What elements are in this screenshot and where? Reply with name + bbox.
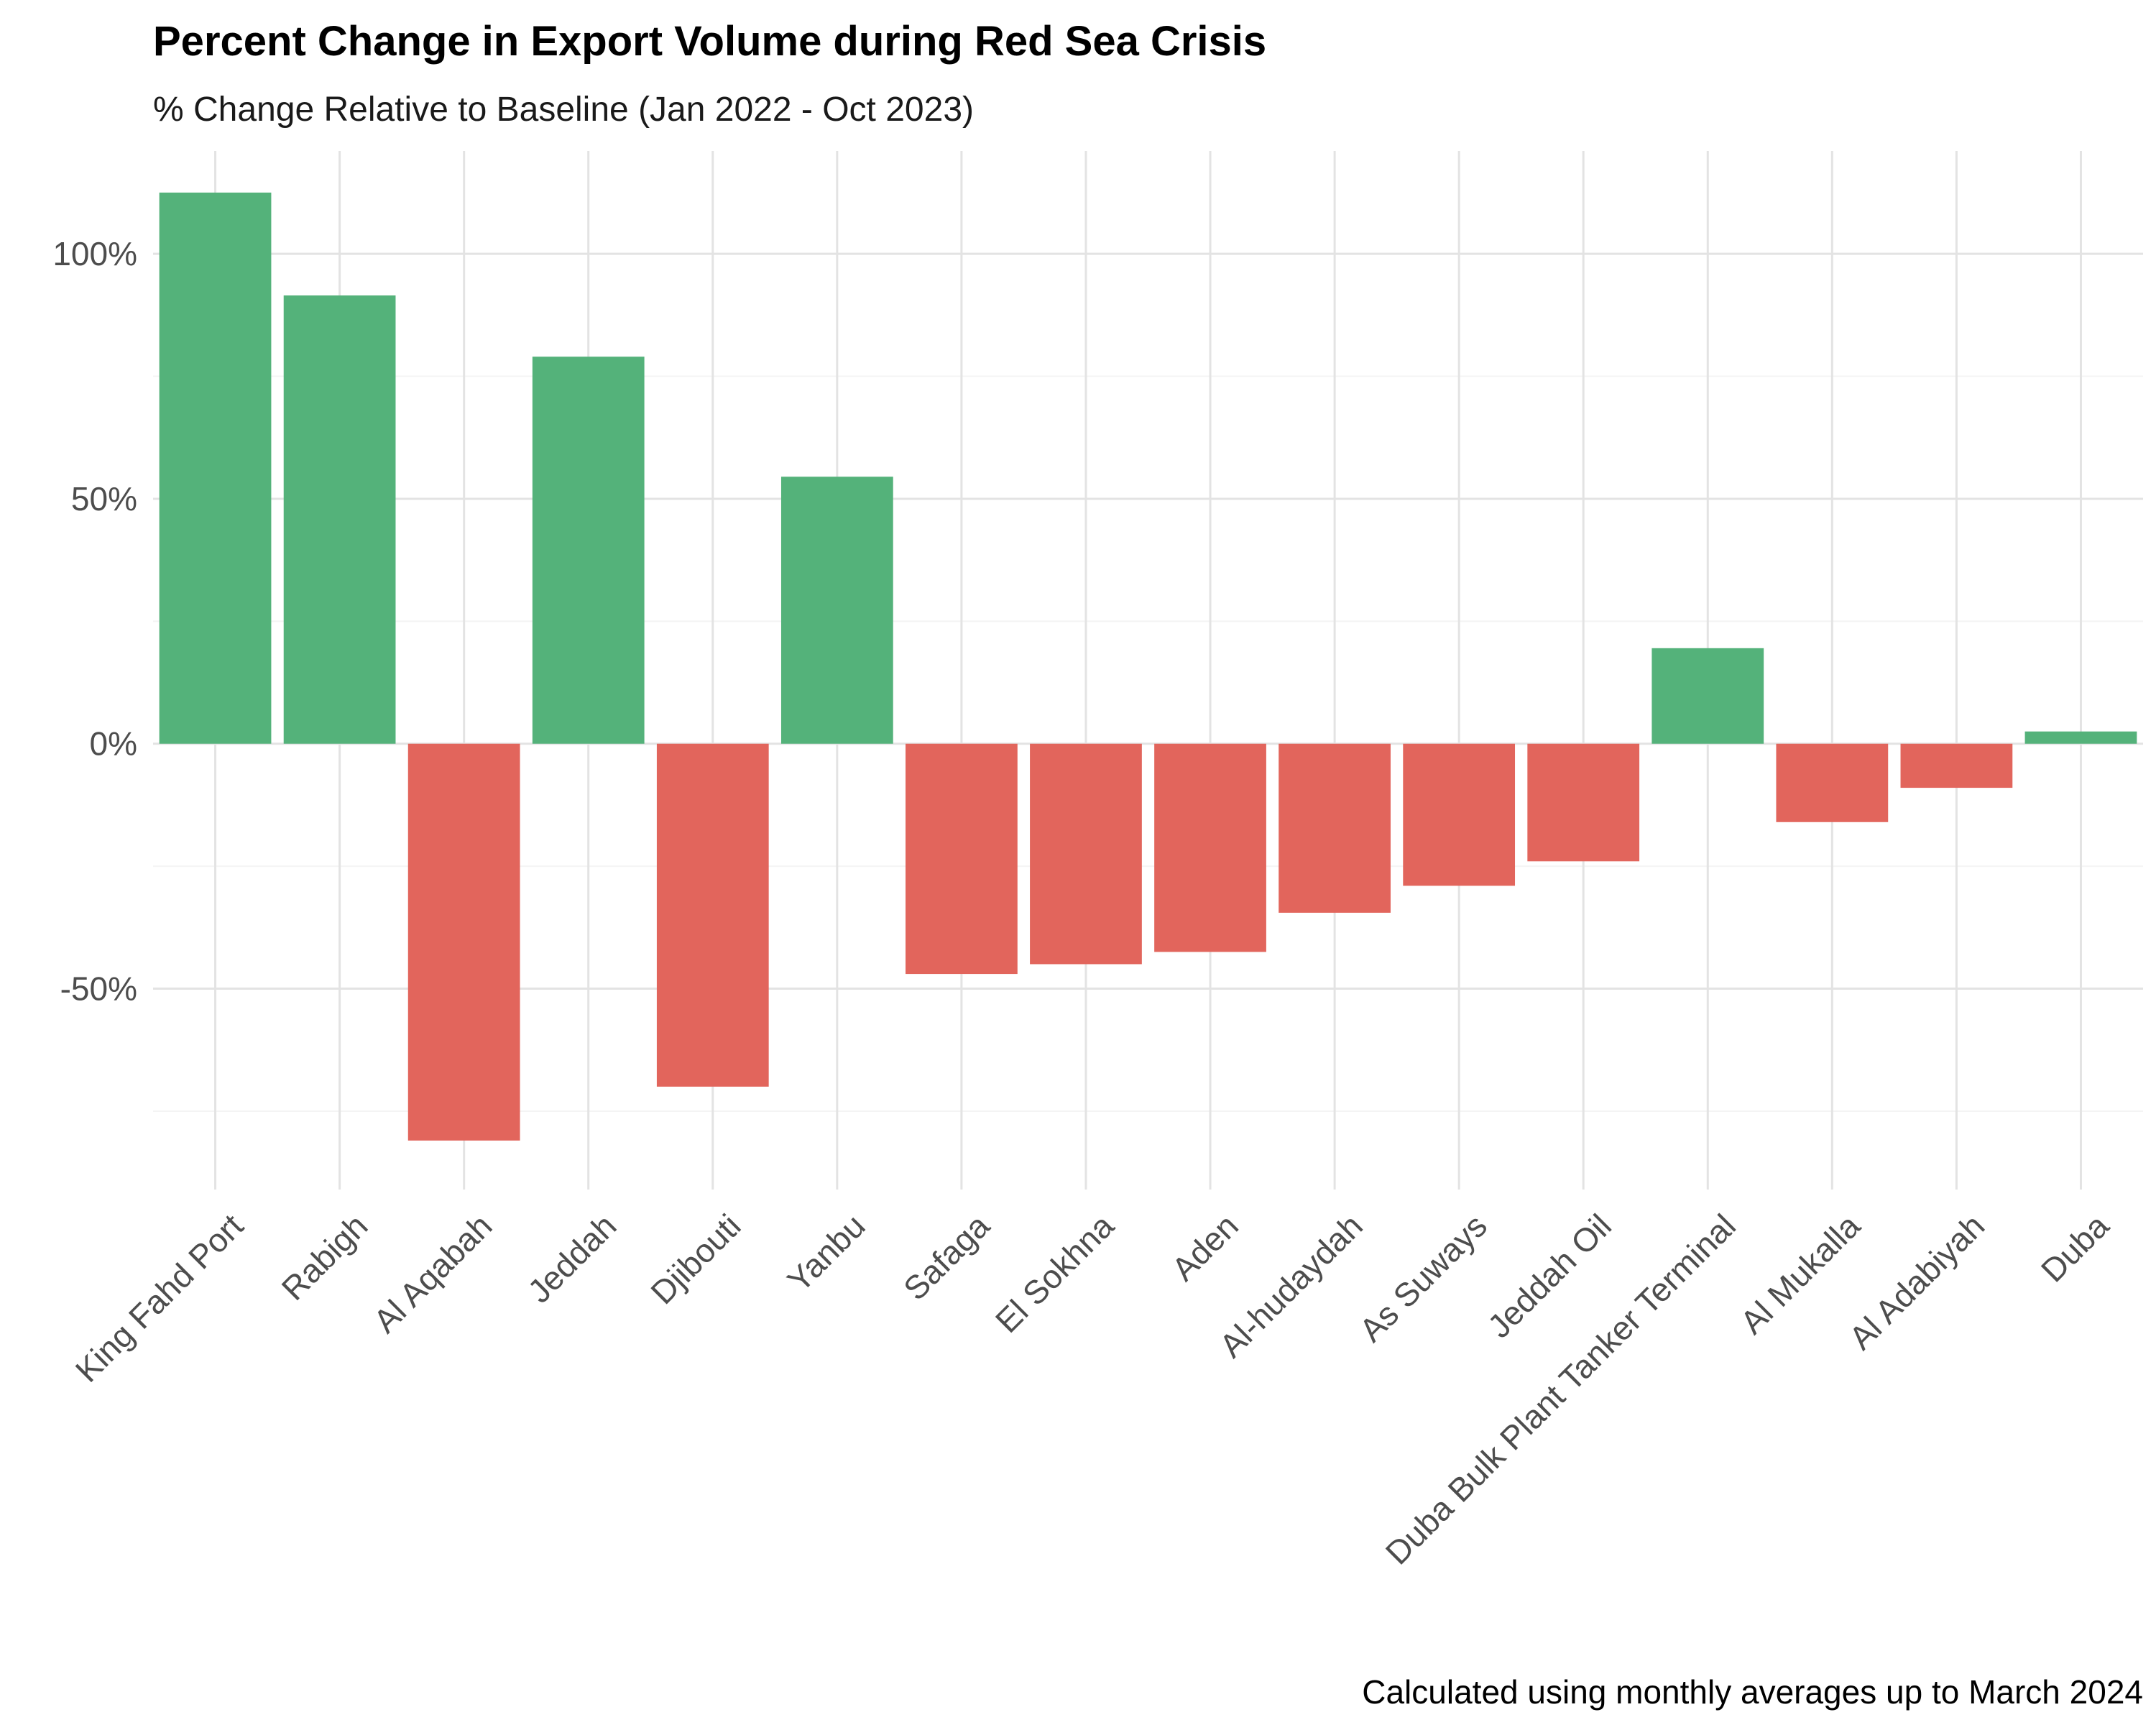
y-tick-label: 50% — [71, 480, 137, 518]
bar-as-suways — [1403, 743, 1516, 886]
bars — [159, 192, 2137, 1141]
bar-king-fahd-port — [159, 192, 272, 744]
x-tick-label: Djibouti — [643, 1207, 747, 1311]
y-axis-ticks: 100% 50% 0% -50% — [52, 235, 137, 1007]
x-tick-label: Yanbu — [780, 1207, 872, 1299]
chart-caption: Calculated using monthly averages up to … — [1362, 1673, 2143, 1711]
x-tick-label: Aden — [1164, 1207, 1245, 1288]
x-tick-label: El Sokhna — [988, 1207, 1121, 1340]
bar-al-aqabah — [407, 743, 520, 1141]
bar-rabigh — [283, 295, 396, 744]
x-tick-label: King Fahd Port — [68, 1207, 251, 1389]
y-tick-label: 100% — [52, 235, 137, 272]
y-tick-label: -50% — [60, 970, 137, 1008]
x-tick-label: Duba — [2034, 1207, 2116, 1289]
y-tick-label: 0% — [90, 725, 137, 763]
chart-subtitle: % Change Relative to Baseline (Jan 2022 … — [153, 91, 974, 129]
bar-safaga — [906, 743, 1018, 975]
x-tick-label: Rabigh — [275, 1207, 375, 1307]
bar-jeddah — [532, 356, 645, 744]
bar-aden — [1154, 743, 1266, 952]
x-tick-label: Al Adabiyah — [1842, 1207, 1992, 1357]
x-tick-label: Safaga — [896, 1207, 997, 1307]
bar-jeddah-oil — [1527, 743, 1640, 862]
bar-duba-bulk-plant-tanker-terminal — [1651, 648, 1764, 744]
x-tick-label: Jeddah Oil — [1480, 1207, 1618, 1345]
bar-djibouti — [656, 743, 769, 1087]
bar-al-adabiyah — [1900, 743, 2013, 788]
bar-duba — [2024, 731, 2137, 744]
x-tick-label: Al Mukalla — [1733, 1207, 1867, 1341]
x-tick-label: Al Aqabah — [366, 1207, 499, 1340]
bar-el-sokhna — [1030, 743, 1142, 965]
x-tick-label: As Suways — [1352, 1207, 1494, 1349]
chart-title: Percent Change in Export Volume during R… — [153, 18, 1266, 65]
bar-yanbu — [780, 477, 893, 744]
x-tick-label: Jeddah — [520, 1207, 623, 1310]
bar-al-mukalla — [1776, 743, 1889, 822]
bar-al-hudaydah — [1279, 743, 1391, 913]
